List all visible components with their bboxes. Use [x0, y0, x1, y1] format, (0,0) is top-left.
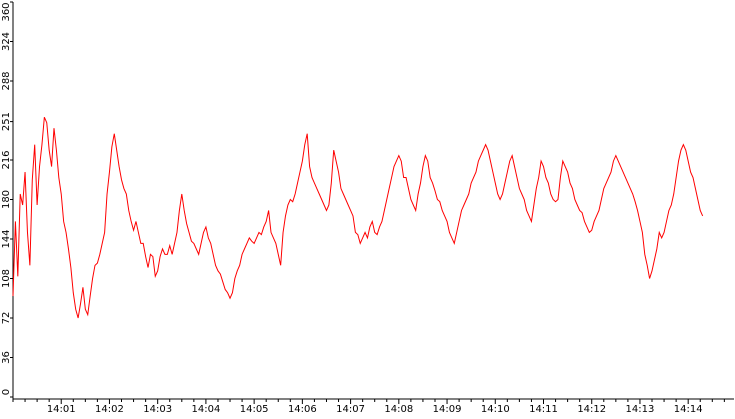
y-tick-label: 360 — [1, 2, 12, 21]
y-tick-label: 324 — [1, 32, 12, 51]
y-axis: 0 36 72 108 144 180 216 251 288 324 360 — [1, 1, 14, 399]
y-tick-label: 36 — [1, 351, 12, 364]
x-tick-label: 14:09 — [433, 404, 462, 415]
series-line — [12, 117, 704, 319]
x-tick-label: 14:08 — [384, 404, 413, 415]
x-tick-label: 14:13 — [626, 404, 655, 415]
x-tick-label: 14:02 — [95, 404, 124, 415]
x-tick-label: 14:11 — [529, 404, 558, 415]
x-tick-label: 14:05 — [240, 404, 269, 415]
x-tick-label: 14:12 — [577, 404, 606, 415]
x-tick-label: 14:07 — [336, 404, 365, 415]
y-tick-label: 180 — [1, 190, 12, 209]
y-tick-label: 216 — [1, 150, 12, 169]
x-tick-label: 14:04 — [191, 404, 220, 415]
x-tick-label: 14:14 — [674, 404, 703, 415]
y-tick-label: 288 — [1, 71, 12, 90]
y-tick-label: 251 — [1, 112, 12, 131]
x-axis: 14:01 14:02 14:03 14:04 14:05 14:06 14:07 14:08… — [12, 398, 734, 415]
x-tick-label: 14:01 — [47, 404, 76, 415]
series-layer — [12, 117, 704, 319]
y-tick-label: 108 — [1, 269, 12, 288]
x-tick-label: 14:03 — [143, 404, 172, 415]
y-tick-label: 0 — [1, 389, 12, 395]
y-tick-label: 72 — [1, 312, 12, 325]
x-tick-label: 14:06 — [288, 404, 317, 415]
x-tick-label: 14:10 — [481, 404, 510, 415]
y-tick-label: 144 — [1, 229, 12, 248]
